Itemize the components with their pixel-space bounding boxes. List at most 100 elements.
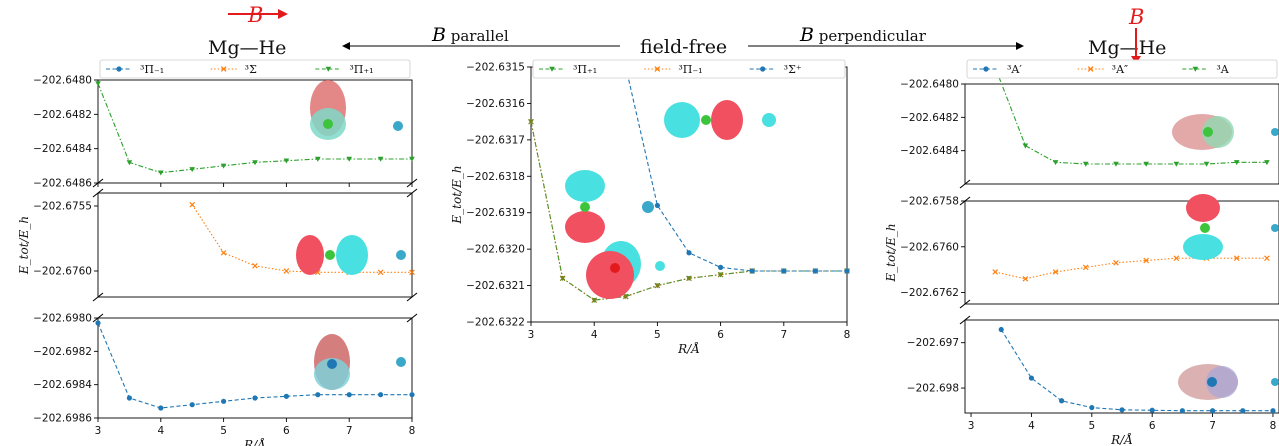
data-point: [220, 163, 227, 169]
data-point: [717, 271, 724, 278]
data-point: [283, 158, 290, 164]
legend-box: [532, 59, 846, 79]
y-tick-label: −202.6760: [900, 241, 959, 253]
y-tick-label: −202.6321: [466, 280, 525, 292]
x-tick-label: 4: [1028, 420, 1035, 432]
y-tick-label: −202.6480: [900, 79, 959, 91]
data-point: [1113, 161, 1119, 167]
x-tick-label: 6: [1149, 420, 1156, 432]
data-point: [95, 81, 101, 87]
data-point: [654, 282, 661, 289]
axis-break-mark: [92, 292, 104, 302]
data-point: [1173, 161, 1180, 167]
data-point: [95, 320, 101, 326]
x-tick-label: 4: [157, 425, 164, 437]
legend-0: ³Π₋₁ ³Σ ³Π₊₁: [99, 59, 411, 79]
data-point: [1082, 264, 1089, 271]
field-arrowhead-parallel: [278, 9, 288, 19]
data-point: [252, 395, 258, 401]
legend-marker: [116, 66, 122, 72]
data-point: [189, 402, 195, 408]
x-axis-label: R/Å: [677, 341, 700, 356]
y-axis-label: E_tot/E_h: [17, 216, 31, 275]
legend-label: ³Σ: [245, 63, 257, 76]
panel-6: −202.697 −202.698 3 4 5 6 7 8 R/Å: [907, 319, 1279, 446]
axis-break-mark: [92, 178, 104, 188]
data-point: [1264, 255, 1270, 262]
orbital-inset-perpendicular-bottom: [1178, 364, 1279, 400]
field-symbol-parallel: B: [247, 3, 263, 27]
data-point: [591, 297, 598, 303]
legend-marker: [325, 66, 332, 72]
legend-label: ³A: [1216, 63, 1229, 76]
x-tick-label: 8: [409, 425, 416, 437]
data-point: [718, 264, 724, 270]
legend-4: ³A′ ³A″ ³A: [966, 59, 1278, 79]
axis-break-mark: [959, 179, 971, 189]
data-point: [252, 262, 258, 269]
axis-break-mark: [959, 196, 971, 206]
series-line: [995, 257, 1267, 280]
y-tick-label: −202.6762: [900, 287, 959, 299]
y-tick-label: −202.6316: [466, 98, 525, 110]
y-tick-label: −202.6482: [33, 109, 92, 121]
axis-break-mark: [959, 299, 971, 309]
axes-frame: [964, 200, 1279, 305]
y-tick-label: −202.6760: [33, 266, 92, 278]
data-point: [189, 167, 195, 173]
orbital-inset-fieldfree-left: [565, 170, 654, 243]
arrowhead-right: [1016, 42, 1024, 50]
legend-label: ³A″: [1112, 63, 1128, 76]
header: Mg—He B B parallel field-free B perpendi…: [208, 3, 1166, 64]
data-point: [686, 275, 692, 282]
orbital-inset-perpendicular-top: [1172, 114, 1279, 150]
y-axis-label: E_tot/E_h: [884, 223, 898, 282]
y-tick-label: −202.6482: [900, 112, 959, 124]
data-point: [377, 156, 384, 162]
data-point: [686, 250, 692, 256]
y-tick-label: −202.6982: [33, 346, 92, 358]
data-point: [283, 393, 289, 399]
data-point: [1082, 161, 1089, 167]
data-point: [1203, 161, 1210, 167]
field-symbol-perpendicular: B: [1128, 5, 1144, 29]
y-tick-label: −202.6318: [466, 171, 525, 183]
y-tick-label: −202.6484: [33, 143, 92, 155]
data-point: [1240, 408, 1246, 414]
x-tick-label: 8: [844, 329, 851, 341]
data-point: [528, 118, 534, 125]
legend-label: ³Σ⁺: [784, 63, 802, 76]
y-tick-label: −202.6984: [33, 379, 92, 391]
arrow-perpendicular-text: perpendicular: [814, 27, 927, 45]
data-point: [992, 269, 999, 275]
data-point: [126, 395, 132, 401]
x-axis-label: R/Å: [1110, 432, 1133, 446]
legend-marker: [220, 66, 227, 72]
y-tick-label: −202.6986: [33, 413, 92, 425]
data-point: [1209, 408, 1216, 414]
arrow-parallel-text: parallel: [446, 27, 509, 45]
orbital-inset-parallel-top: [310, 80, 403, 140]
orbital-inset-parallel-bottom: [314, 334, 406, 390]
x-tick-label: 7: [1209, 420, 1216, 432]
x-tick-label: 7: [346, 425, 353, 437]
legend-label: ³Π₊₁: [349, 63, 373, 76]
data-point: [1179, 408, 1185, 414]
y-tick-label: −202.6319: [466, 207, 525, 219]
series-line: [97, 322, 412, 409]
x-tick-label: 4: [591, 329, 598, 341]
data-point: [377, 269, 384, 276]
orbital-inset-parallel-mid: [296, 235, 406, 275]
orbital-inset-fieldfree-bottom: [586, 241, 665, 299]
data-point: [1089, 404, 1095, 411]
right-molecule-label: Mg—He: [1088, 37, 1166, 59]
series-line: [191, 204, 412, 273]
data-point: [346, 392, 352, 398]
x-tick-label: 3: [968, 420, 975, 432]
axis-break-mark: [959, 315, 971, 325]
data-point: [998, 326, 1004, 333]
y-tick-label: −202.697: [907, 337, 959, 349]
series-line: [994, 67, 1267, 165]
data-point: [844, 268, 850, 274]
